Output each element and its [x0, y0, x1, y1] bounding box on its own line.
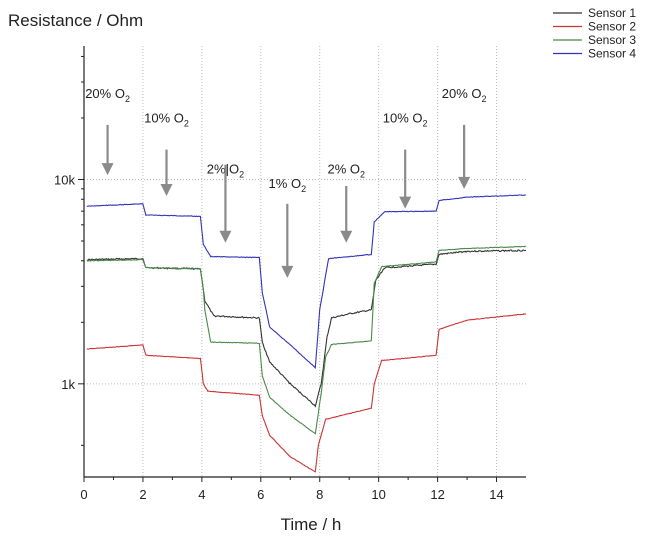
- annotation-arrow-head-3: [281, 265, 294, 278]
- x-tick-label-0: 0: [80, 487, 87, 502]
- y-tick-label-1: 10k: [54, 172, 75, 187]
- annotation-label-4: 2% O2: [327, 161, 365, 179]
- x-tick-label-7: 14: [489, 487, 503, 502]
- annotation-arrow-head-4: [340, 230, 353, 243]
- legend-label-3: Sensor 3: [588, 33, 636, 47]
- legend-label-2: Sensor 2: [588, 20, 636, 34]
- x-axis-label: Time / h: [281, 515, 342, 534]
- x-tick-label-1: 2: [139, 487, 146, 502]
- annotation-arrow-head-5: [399, 196, 412, 209]
- annotation-group: 20% O2 10% O2 2%|O2 1% O2 2% O2 10% O2 20% O2: [85, 86, 487, 278]
- series-group: [86, 194, 527, 473]
- annotation-label-6: 20% O2: [442, 86, 487, 104]
- series-line-4: [86, 194, 526, 370]
- axes: 0 2 4 6 8 10 12 14 1k 10k: [54, 46, 526, 502]
- series-line-1: [86, 249, 527, 408]
- x-tick-label-2: 4: [198, 487, 205, 502]
- annotation-label-0: 20% O2: [85, 86, 130, 104]
- y-tick-label-0: 1k: [61, 377, 75, 392]
- x-tick-label-6: 12: [430, 487, 444, 502]
- annotation-arrow-head-1: [160, 184, 173, 197]
- annotation-label-2: 2%|O2: [207, 161, 244, 179]
- annotation-label-5: 10% O2: [383, 111, 428, 129]
- annotation-label-3: 1% O2: [269, 176, 307, 194]
- y-axis-label: Resistance / Ohm: [8, 11, 143, 30]
- x-tick-label-3: 6: [257, 487, 264, 502]
- x-tick-label-5: 10: [371, 487, 385, 502]
- annotation-arrow-head-0: [101, 163, 114, 176]
- series-line-3: [86, 245, 527, 435]
- annotation-arrow-head-6: [458, 176, 471, 189]
- x-tick-label-4: 8: [316, 487, 323, 502]
- annotation-label-1: 10% O2: [144, 111, 189, 129]
- legend-label-4: Sensor 4: [588, 47, 636, 61]
- legend-label-1: Sensor 1: [588, 6, 636, 20]
- annotation-arrow-head-2: [219, 230, 232, 243]
- series-line-2: [86, 313, 527, 473]
